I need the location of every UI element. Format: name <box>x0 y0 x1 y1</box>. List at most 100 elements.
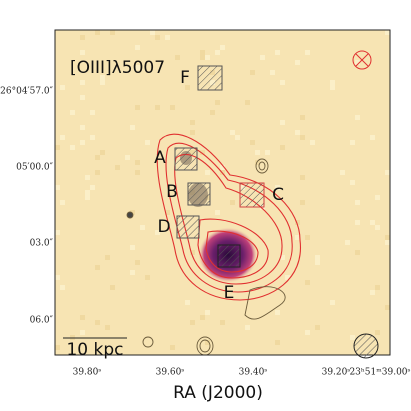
noise-pixel <box>110 30 115 35</box>
noise-pixel <box>375 285 380 290</box>
noise-pixel <box>205 340 210 345</box>
beam <box>352 50 372 70</box>
noise-pixel <box>215 100 220 105</box>
noise-pixel <box>370 135 375 140</box>
noise-pixel <box>300 115 305 120</box>
noise-pixel <box>315 255 320 260</box>
x-tick-label: 23ʰ51ᵐ39.00ˢ <box>349 368 410 378</box>
noise-pixel <box>355 115 360 120</box>
y-tick-label: 03.0″ <box>30 239 54 249</box>
noise-pixel <box>130 125 135 130</box>
region-label: A <box>154 148 166 168</box>
noise-pixel <box>355 200 360 205</box>
noise-pixel <box>270 70 275 75</box>
noise-pixel <box>260 55 265 60</box>
noise-pixel <box>190 250 195 255</box>
noise-pixel <box>355 60 360 65</box>
noise-pixel <box>155 230 160 235</box>
noise-pixel <box>60 200 65 205</box>
noise-pixel <box>60 85 65 90</box>
noise-pixel <box>170 105 175 110</box>
noise-pixel <box>210 110 215 115</box>
noise-pixel <box>305 235 310 240</box>
noise-pixel <box>300 200 305 205</box>
noise-pixel <box>55 345 60 350</box>
noise-pixel <box>130 270 135 275</box>
title: [OIII]λ5007 <box>70 58 165 78</box>
noise-pixel <box>190 130 195 135</box>
noise-pixel <box>230 200 235 205</box>
noise-pixel <box>55 275 60 280</box>
noise-pixel <box>385 235 390 240</box>
noise-pixel <box>375 330 380 335</box>
noise-pixel <box>100 75 105 80</box>
noise-pixel <box>125 155 130 160</box>
noise-pixel <box>90 110 95 115</box>
noise-pixel <box>85 195 90 200</box>
noise-pixel <box>375 225 380 230</box>
noise-pixel <box>95 320 100 325</box>
noise-pixel <box>165 210 170 215</box>
regions <box>174 65 265 268</box>
noise-pixel <box>135 105 140 110</box>
noise-pixel <box>255 150 260 155</box>
noise-pixel <box>90 185 95 190</box>
noise-pixel <box>55 145 60 150</box>
noise-pixel <box>200 315 205 320</box>
noise-pixel <box>285 275 290 280</box>
noise-pixel <box>295 60 300 65</box>
noise-pixel <box>80 315 85 320</box>
noise-pixel <box>350 140 355 145</box>
noise-pixel <box>80 50 85 55</box>
noise-pixel <box>275 340 280 345</box>
noise-pixel <box>275 310 280 315</box>
noise-pixel <box>215 50 220 55</box>
noise-pixel <box>310 140 315 145</box>
x-tick-label: 39.60ˢ <box>156 368 185 378</box>
noise-pixel <box>80 95 85 100</box>
x-tick-label: 39.80ˢ <box>73 368 102 378</box>
noise-pixel <box>330 80 335 85</box>
noise-pixel <box>145 275 150 280</box>
y-tick-label: 05′00.0″ <box>16 163 54 173</box>
x-tick-label: 39.40ˢ <box>239 368 268 378</box>
noise-pixel <box>295 220 300 225</box>
region-label: F <box>180 68 190 88</box>
noise-pixel <box>60 285 65 290</box>
noise-pixel <box>185 300 190 305</box>
x-axis-label: RA (J2000) <box>173 383 263 403</box>
noise-pixel <box>330 300 335 305</box>
noise-pixel <box>305 280 310 285</box>
noise-pixel <box>205 170 210 175</box>
noise-pixel <box>200 150 205 155</box>
noise-pixel <box>90 135 95 140</box>
frame <box>54 29 391 356</box>
noise-pixel <box>80 35 85 40</box>
noise-pixel <box>185 85 190 90</box>
y-tick-label: 06.0″ <box>30 316 54 326</box>
noise-pixel <box>95 30 100 35</box>
noise-pixel <box>315 260 320 265</box>
noise-pixel <box>135 170 140 175</box>
noise-pixel <box>130 210 135 215</box>
noise-pixel <box>155 105 160 110</box>
noise-pixel <box>230 130 235 135</box>
noise-pixel <box>385 170 390 175</box>
noise-pixel <box>355 250 360 255</box>
noise-pixel <box>70 145 75 150</box>
noise-pixel <box>135 45 140 50</box>
noise-pixel <box>80 140 85 145</box>
noise-pixel <box>190 320 195 325</box>
noise-pixel <box>80 330 85 335</box>
noise-pixel <box>110 285 115 290</box>
noise-pixel <box>345 240 350 245</box>
noise-pixel <box>295 130 300 135</box>
noise-pixel <box>215 210 220 215</box>
noise-pixel <box>200 50 205 55</box>
noise-pixel <box>80 80 85 85</box>
x-tick-label: 39.20ˢ <box>322 368 351 378</box>
y-tick-label: -26°04′57.0″ <box>0 87 54 97</box>
region-label: E <box>224 283 235 303</box>
noise-pixel <box>115 165 120 170</box>
noise-pixel <box>95 170 100 175</box>
